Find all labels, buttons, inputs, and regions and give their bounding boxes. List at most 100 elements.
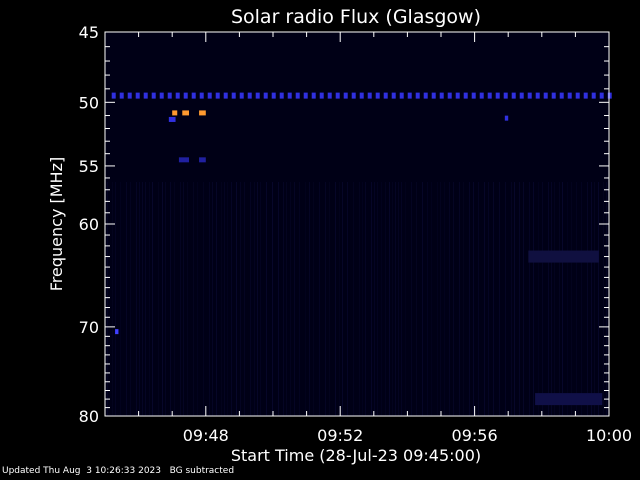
background-stripe xyxy=(183,182,184,416)
interference-band-segment xyxy=(311,92,316,99)
interference-band-segment xyxy=(239,92,244,99)
interference-band-segment xyxy=(527,92,532,99)
interference-band-segment xyxy=(463,92,468,99)
interference-band-segment xyxy=(375,92,380,99)
x-tick-label: 09:56 xyxy=(452,426,498,445)
interference-band-segment xyxy=(591,92,596,99)
interference-band-segment xyxy=(295,92,300,99)
interference-band-segment xyxy=(319,92,324,99)
background-stripe xyxy=(278,182,279,416)
background-stripe xyxy=(603,182,604,416)
background-stripe xyxy=(353,182,354,416)
interference-band-segment xyxy=(351,92,356,99)
background-stripe xyxy=(142,182,143,416)
interference-band-segment xyxy=(423,92,428,99)
interference-band-segment xyxy=(519,92,524,99)
interference-band-segment xyxy=(479,92,484,99)
background-stripe xyxy=(187,182,188,416)
interference-band-segment xyxy=(511,92,516,99)
background-stripe xyxy=(347,182,348,416)
interference-band-segment xyxy=(271,92,276,99)
plot-area xyxy=(105,32,609,416)
background-stripe xyxy=(381,182,382,416)
background-stripe xyxy=(505,182,506,416)
interference-band-segment xyxy=(223,92,228,99)
background-stripe xyxy=(244,182,245,416)
background-stripe xyxy=(309,182,310,416)
background-stripe xyxy=(591,182,592,416)
y-tick-label: 50 xyxy=(79,93,99,112)
y-tick-label: 45 xyxy=(79,23,99,42)
background-stripe xyxy=(548,182,549,416)
y-axis-label: Frequency [MHz] xyxy=(47,157,66,291)
background-stripe xyxy=(484,182,485,416)
background-stripe xyxy=(437,182,438,416)
footer: Updated Thu Aug 3 10:26:33 2023 BG subtr… xyxy=(2,466,234,476)
background-stripe xyxy=(405,182,406,416)
background-stripe xyxy=(329,182,330,416)
interference-band-segment xyxy=(127,92,132,99)
background-stripe xyxy=(469,182,470,416)
background-stripe xyxy=(551,182,552,416)
background-stripe xyxy=(538,182,539,416)
bg-subtracted-note: BG subtracted xyxy=(169,466,235,476)
background-stripe xyxy=(139,182,140,416)
interference-band-segment xyxy=(231,92,236,99)
background-stripe xyxy=(174,182,175,416)
interference-band-segment xyxy=(471,92,476,99)
background-stripe xyxy=(576,182,577,416)
interference-band-segment xyxy=(439,92,444,99)
background-stripe xyxy=(254,182,255,416)
background-stripe xyxy=(236,182,237,416)
interference-band-segment xyxy=(135,92,140,99)
background-stripe xyxy=(170,182,171,416)
background-stripe xyxy=(193,182,194,416)
interference-band-segment xyxy=(551,92,556,99)
interference-band-segment xyxy=(543,92,548,99)
y-tick-label: 60 xyxy=(79,215,99,234)
interference-band-segment xyxy=(263,92,268,99)
emission-mark xyxy=(178,157,189,163)
x-tick-label: 09:48 xyxy=(183,426,229,445)
background-stripe xyxy=(519,182,520,416)
background-stripe xyxy=(115,182,116,416)
interference-band-segment xyxy=(215,92,220,99)
interference-band-segment xyxy=(175,92,180,99)
emission-mark xyxy=(115,329,119,335)
interference-band-segment xyxy=(335,92,340,99)
interference-band-segment xyxy=(407,92,412,99)
interference-band-segment xyxy=(287,92,292,99)
interference-band-segment xyxy=(487,92,492,99)
background-stripe xyxy=(130,182,131,416)
interference-band-segment xyxy=(327,92,332,99)
background-stripe xyxy=(392,182,393,416)
background-stripe xyxy=(416,182,417,416)
background-stripe xyxy=(444,182,445,416)
updated-timestamp: Updated Thu Aug 3 10:26:33 2023 xyxy=(2,466,162,476)
background-stripe xyxy=(212,182,213,416)
background-stripe xyxy=(514,182,515,416)
background-stripe xyxy=(209,182,210,416)
background-stripe xyxy=(107,182,108,416)
background-stripe xyxy=(197,182,198,416)
background-stripe xyxy=(571,182,572,416)
interference-band-segment xyxy=(207,92,212,99)
interference-band-segment xyxy=(343,92,348,99)
background-stripe xyxy=(294,182,295,416)
emission-mark xyxy=(168,116,176,122)
background-stripe xyxy=(260,182,261,416)
background-stripe xyxy=(126,182,127,416)
background-stripe xyxy=(305,182,306,416)
background-stripe xyxy=(216,182,217,416)
interference-band-segment xyxy=(455,92,460,99)
interference-band-segment xyxy=(535,92,540,99)
burst-mark xyxy=(199,110,206,116)
background-stripe xyxy=(374,182,375,416)
background-stripe xyxy=(559,182,560,416)
background-stripe xyxy=(523,182,524,416)
background-stripe xyxy=(422,182,423,416)
background-stripe xyxy=(511,182,512,416)
y-tick-label: 80 xyxy=(79,407,99,426)
background-stripe xyxy=(401,182,402,416)
